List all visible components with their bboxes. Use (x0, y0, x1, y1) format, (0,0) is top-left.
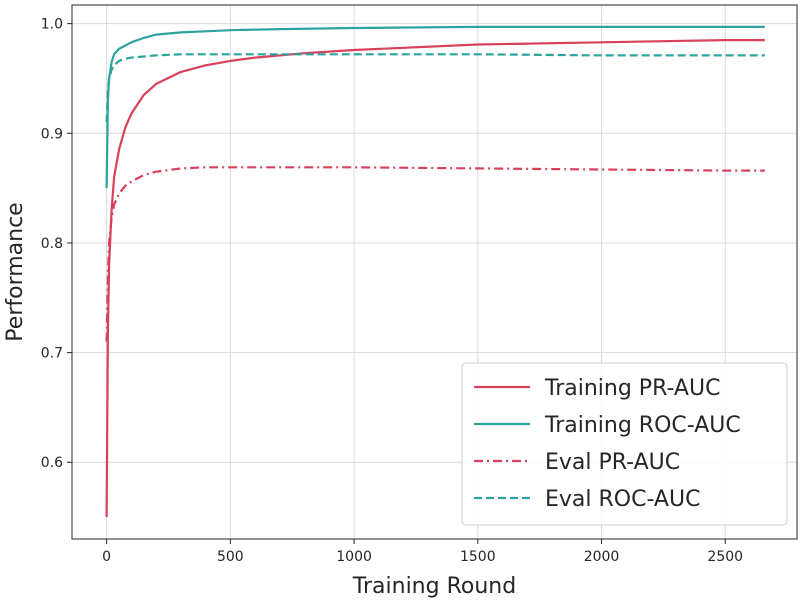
x-axis-label: Training Round (352, 574, 516, 599)
x-tick-label: 500 (217, 549, 244, 565)
series-line-3 (105, 53, 765, 123)
series-line-0 (105, 38, 765, 518)
x-tick-label: 1500 (460, 549, 496, 565)
legend: Training PR-AUC Training ROC-AUC Eval PR-A… (461, 362, 788, 526)
series-line-2 (105, 166, 765, 342)
series-line-1 (105, 25, 765, 189)
plot-frame (71, 4, 798, 540)
y-tick-label: 0.9 (41, 126, 63, 142)
axis-ticks: 0 500 1000 1500 2000 2500 0.6 0.7 0.8 0.9 1.0 (41, 17, 743, 565)
y-tick-label: 0.7 (41, 346, 63, 362)
legend-box (461, 362, 788, 526)
x-tick-label: 1000 (336, 549, 372, 565)
series-layer (105, 25, 765, 518)
y-tick-label: 0.8 (41, 236, 63, 252)
legend-label: Training PR-AUC (544, 376, 720, 401)
y-tick-label: 1.0 (41, 17, 63, 33)
legend-label: Training ROC-AUC (544, 413, 741, 438)
legend-label: Eval ROC-AUC (545, 487, 700, 512)
y-tick-label: 0.6 (41, 455, 63, 471)
x-tick-label: 0 (102, 549, 111, 565)
legend-label: Eval PR-AUC (545, 450, 680, 475)
x-tick-label: 2500 (707, 549, 743, 565)
y-axis-label: Performance (3, 202, 28, 341)
x-tick-label: 2000 (584, 549, 620, 565)
grid-lines (72, 5, 797, 539)
